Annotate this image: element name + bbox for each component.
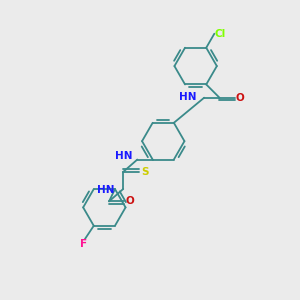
Text: O: O <box>236 93 244 103</box>
Text: O: O <box>125 196 134 206</box>
Text: S: S <box>141 167 148 177</box>
Text: HN: HN <box>179 92 197 102</box>
Text: HN: HN <box>98 184 115 195</box>
Text: F: F <box>80 239 87 249</box>
Text: HN: HN <box>116 151 133 161</box>
Text: Cl: Cl <box>214 29 225 39</box>
